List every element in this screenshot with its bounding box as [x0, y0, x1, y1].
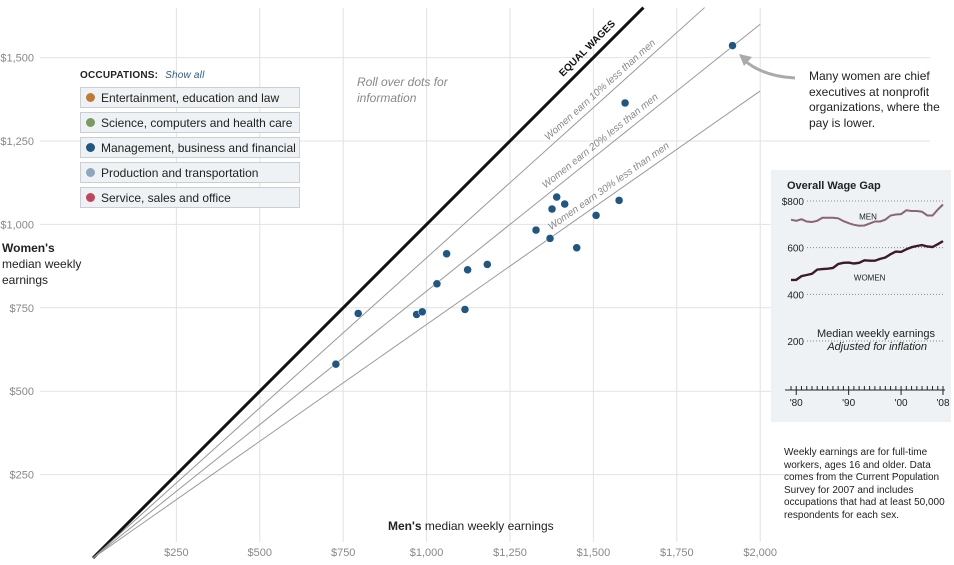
equal-wages-label: EQUAL WAGES	[557, 18, 618, 79]
legend-item-label: Entertainment, education and law	[101, 90, 280, 105]
x-tick-label: $1,500	[577, 547, 611, 559]
rollover-hint: Roll over dots for information	[357, 75, 448, 105]
reference-line	[92, 23, 761, 559]
inset-series-line-women	[791, 240, 944, 282]
data-point[interactable]	[620, 98, 630, 108]
callout-note: Many women are chief executives at nonpr…	[809, 69, 940, 130]
wage-gap-line-chart: 200 400 600 $800 '80 '90 '00 '08 MEN WOMEN Median …	[782, 197, 950, 409]
data-point[interactable]	[552, 192, 561, 202]
inset-title: Overall Wage Gap	[787, 180, 881, 192]
inset-x-tick-label: '00	[895, 398, 908, 409]
x-tick-label: $750	[331, 547, 355, 559]
inset-y-tick-label: 600	[787, 244, 804, 255]
x-tick-label: $500	[248, 547, 272, 559]
x-tick-label: $2,000	[743, 547, 777, 559]
occupation-legend: OCCUPATIONS: Show all Entertainment, edu…	[80, 70, 300, 212]
show-all-link[interactable]: Show all	[165, 70, 205, 81]
x-tick-label: $1,750	[660, 547, 694, 559]
inset-y-tick-label: 400	[787, 290, 804, 301]
inset-y-tick-label: $800	[782, 197, 805, 208]
y-axis-label-line1: median weekly	[2, 257, 82, 271]
inset-caption-sub: Adjusted for inflation	[826, 341, 927, 353]
data-point[interactable]	[331, 359, 341, 369]
x-axis-ticks: $250 $500 $750 $1,000 $1,250 $1,500 $1,750 $2,0…	[164, 547, 777, 559]
data-point[interactable]	[572, 243, 581, 253]
x-tick-label: $1,000	[410, 547, 444, 559]
x-tick-label: $250	[164, 547, 188, 559]
wage-gap-inset: Overall Wage Gap 200 400 600 $800 '80 '90 '00 '…	[771, 170, 951, 422]
y-axis-label: Women's median weekly earnings	[2, 240, 81, 288]
data-point[interactable]	[353, 309, 363, 318]
data-point[interactable]	[460, 305, 470, 314]
reference-line	[92, 7, 705, 559]
x-axis-label: Men's median weekly earnings	[388, 519, 554, 533]
legend-dot-icon	[86, 193, 95, 202]
reference-line	[92, 90, 761, 559]
data-point[interactable]	[432, 279, 442, 289]
y-tick-label: $500	[10, 386, 34, 398]
inset-series-label: MEN	[859, 213, 877, 222]
y-axis-label-bold: Women's	[2, 241, 55, 255]
legend-item[interactable]: Management, business and financial	[80, 137, 300, 158]
inset-series-line-men	[790, 203, 944, 227]
y-tick-label: $1,000	[0, 219, 34, 231]
legend-dot-icon	[86, 118, 95, 127]
legend-item-label: Service, sales and office	[101, 190, 231, 205]
legend-items: Entertainment, education and law Science,…	[80, 87, 300, 208]
equal-wages-line	[91, 6, 645, 560]
legend-item-label: Science, computers and health care	[101, 115, 293, 130]
legend-item[interactable]: Entertainment, education and law	[80, 87, 300, 108]
legend-title: OCCUPATIONS:	[80, 70, 159, 81]
inset-x-tick-label: '90	[842, 398, 855, 409]
legend-item[interactable]: Production and transportation	[80, 162, 300, 183]
data-point[interactable]	[545, 234, 555, 243]
x-axis-label-rest: median weekly earnings	[424, 519, 554, 533]
x-tick-label: $1,250	[493, 547, 527, 559]
inset-series-label: WOMEN	[854, 274, 886, 283]
data-point[interactable]	[531, 225, 541, 235]
data-point[interactable]	[560, 199, 569, 209]
footnote: Weekly earnings are for full-time worker…	[784, 447, 945, 521]
legend-item-label: Production and transportation	[101, 165, 259, 180]
y-tick-label: $1,250	[0, 136, 34, 148]
legend-dot-icon	[86, 168, 95, 177]
reference-line-label: Women earn 30% less than men	[546, 140, 672, 232]
data-point[interactable]	[728, 41, 737, 50]
legend-item[interactable]: Science, computers and health care	[80, 112, 300, 133]
inset-x-tick-label: '80	[790, 398, 803, 409]
data-point[interactable]	[591, 211, 601, 220]
y-tick-label: $250	[10, 470, 34, 482]
legend-item-label: Management, business and financial	[101, 140, 296, 155]
inset-caption: Median weekly earnings	[817, 328, 936, 340]
y-axis-ticks: $250 $500 $750 $1,000 $1,250 $1,500	[0, 53, 34, 482]
callout-arrow	[739, 54, 796, 80]
data-point[interactable]	[483, 260, 492, 269]
data-point[interactable]	[463, 265, 472, 275]
data-point[interactable]	[614, 196, 624, 205]
data-point[interactable]	[547, 204, 557, 214]
y-axis-label-line2: earnings	[2, 273, 49, 287]
legend-dot-icon	[86, 93, 95, 102]
legend-item[interactable]: Service, sales and office	[80, 187, 300, 208]
inset-y-tick-label: 200	[787, 337, 804, 348]
legend-header: OCCUPATIONS: Show all	[80, 70, 300, 81]
y-tick-label: $750	[10, 303, 34, 315]
data-point[interactable]	[442, 249, 451, 259]
legend-dot-icon	[86, 143, 95, 152]
data-points[interactable]	[331, 41, 737, 369]
inset-x-tick-label: '08	[936, 398, 949, 409]
data-point[interactable]	[418, 307, 427, 317]
y-tick-label: $1,500	[0, 53, 34, 65]
x-axis-label-bold: Men's	[388, 519, 422, 533]
